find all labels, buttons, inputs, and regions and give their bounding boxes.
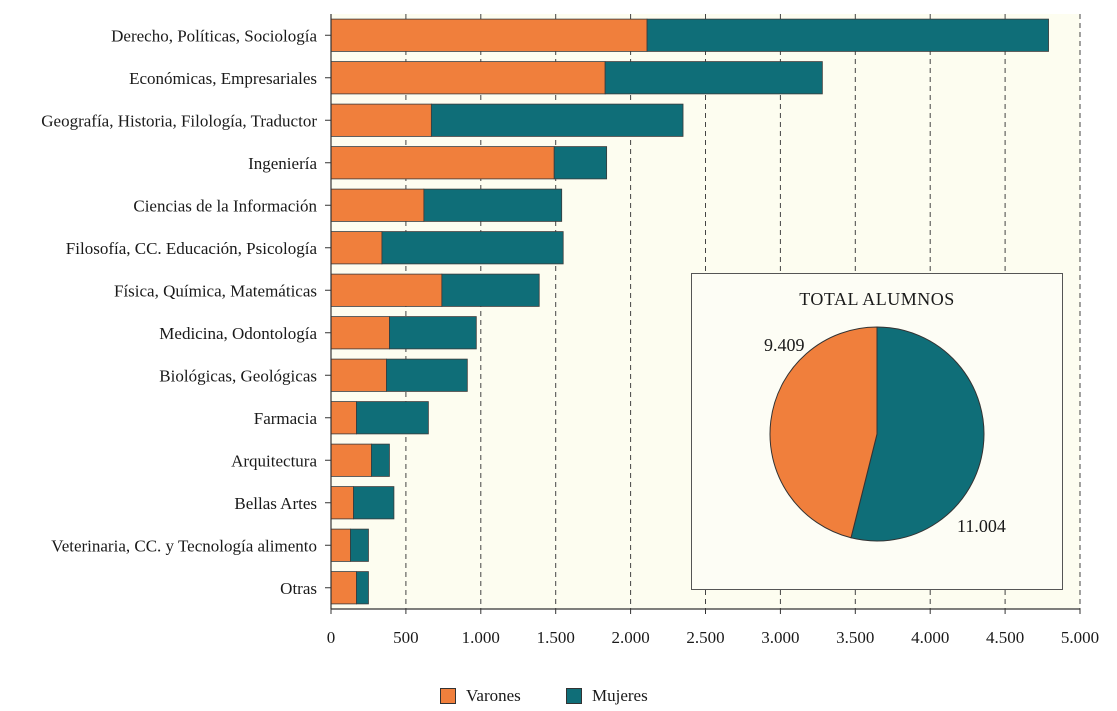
category-label: Veterinaria, CC. y Tecnología alimento (51, 536, 317, 555)
category-label: Medicina, Odontología (159, 324, 317, 343)
legend-item-mujeres: Mujeres (566, 686, 648, 706)
category-label: Arquitectura (231, 451, 317, 470)
category-label: Farmacia (254, 409, 318, 428)
x-tick-label: 1.000 (462, 628, 500, 647)
bar-mujeres (423, 188, 563, 222)
bar-mujeres (371, 443, 390, 477)
bar-mujeres (604, 61, 823, 95)
x-tick-label: 1.500 (537, 628, 575, 647)
legend-swatch-mujeres (566, 688, 582, 704)
bar-mujeres (350, 528, 369, 562)
x-tick-label: 4.500 (986, 628, 1024, 647)
bar-varones (330, 316, 390, 350)
bar-mujeres (646, 18, 1049, 52)
bar-mujeres (386, 358, 468, 392)
category-label: Otras (280, 579, 317, 598)
x-tick-label: 5.000 (1061, 628, 1099, 647)
x-tick-label: 500 (393, 628, 419, 647)
category-label: Filosofía, CC. Educación, Psicología (66, 239, 318, 258)
x-tick-label: 2.000 (611, 628, 649, 647)
bar-mujeres (553, 146, 608, 180)
category-label: Biológicas, Geológicas (159, 366, 317, 385)
bar-varones (330, 401, 357, 435)
bar-varones (330, 358, 387, 392)
pie-slice-varones (769, 326, 878, 539)
pie-chart: 9.409 11.004 (764, 326, 1006, 542)
pie-inset: 9.409 11.004 TOTAL ALUMNOS (691, 273, 1063, 590)
category-label: Bellas Artes (234, 494, 317, 513)
legend-swatch-varones (440, 688, 456, 704)
bar-varones (330, 188, 425, 222)
bar-mujeres (356, 401, 429, 435)
pie-title: TOTAL ALUMNOS (799, 289, 955, 309)
x-tick-label: 3.500 (836, 628, 874, 647)
legend-label-varones: Varones (466, 686, 521, 705)
bar-mujeres (389, 316, 477, 350)
x-tick-label: 4.000 (911, 628, 949, 647)
bar-varones (330, 528, 351, 562)
bar-mujeres (356, 571, 369, 605)
bar-varones (330, 18, 648, 52)
category-label: Geografía, Historia, Filología, Traducto… (41, 111, 317, 130)
bar-varones (330, 443, 372, 477)
bar-varones (330, 571, 357, 605)
bar-mujeres (430, 103, 684, 137)
bar-mujeres (353, 486, 395, 520)
pie-slice-mujeres (850, 326, 985, 542)
legend-item-varones: Varones (440, 686, 521, 706)
legend-label-mujeres: Mujeres (592, 686, 648, 705)
bar-varones (330, 146, 555, 180)
legend: Varones Mujeres (0, 686, 1117, 710)
x-tick-label: 3.000 (761, 628, 799, 647)
bar-varones (330, 486, 354, 520)
x-tick-label: 0 (327, 628, 336, 647)
category-label: Ciencias de la Información (133, 196, 317, 215)
x-tick-label: 2.500 (686, 628, 724, 647)
bar-varones (330, 231, 383, 265)
category-label: Derecho, Políticas, Sociología (111, 26, 317, 45)
bar-mujeres (441, 273, 540, 307)
pie-label-mujeres: 11.004 (957, 516, 1006, 536)
bar-varones (330, 103, 432, 137)
bar-varones (330, 273, 443, 307)
bar-mujeres (381, 231, 564, 265)
bar-varones (330, 61, 606, 95)
category-label: Económicas, Empresariales (129, 69, 317, 88)
pie-label-varones: 9.409 (764, 335, 805, 355)
category-label: Física, Química, Matemáticas (114, 281, 317, 300)
category-label: Ingeniería (248, 154, 317, 173)
